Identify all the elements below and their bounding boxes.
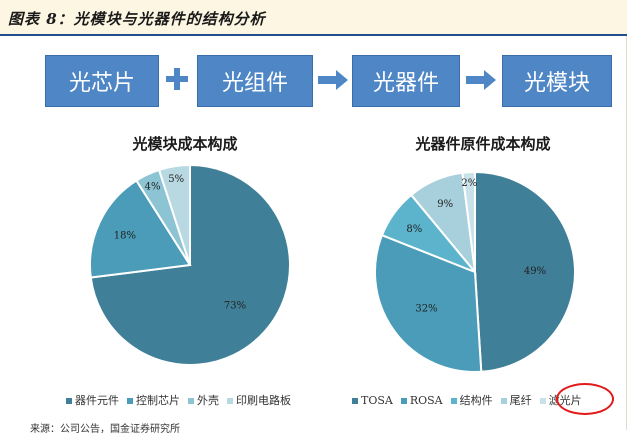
pie-label-尾纤: 9% <box>437 199 453 210</box>
pie-label-TOSA: 49% <box>524 266 546 277</box>
arrow-right-icon <box>318 70 348 90</box>
flow-step-1: 光芯片 <box>45 55 159 107</box>
figure-source: 来源：公司公告，国金证券研究所 <box>30 424 180 435</box>
legend-item: 印刷电路板 <box>227 392 291 408</box>
legend-swatch <box>227 398 233 404</box>
legend-item: 尾纤 <box>500 392 532 408</box>
legend-label: 结构件 <box>459 394 493 407</box>
legend-item: ROSA <box>400 394 443 407</box>
pie-slice-ROSA <box>374 233 483 373</box>
legend-label: 外壳 <box>197 394 219 407</box>
legend-device-cost: TOSA ROSA 结构件 尾纤 滤光片 <box>352 392 590 408</box>
legend-label: ROSA <box>409 394 443 407</box>
pie-label-器件元件: 73% <box>224 301 246 312</box>
pie-slice-滤光片 <box>461 170 476 273</box>
figure-title: 图表 8：光模块与光器件的结构分析 <box>8 10 266 28</box>
legend-swatch <box>500 398 507 404</box>
legend-swatch <box>539 398 546 404</box>
plus-icon <box>166 68 188 90</box>
legend-swatch <box>188 398 194 404</box>
legend-label: 器件元件 <box>75 394 119 407</box>
chart-1-title: 光模块成本构成 <box>132 135 238 153</box>
legend-label: TOSA <box>361 394 393 407</box>
pie-label-印刷电路板: 5% <box>168 174 184 185</box>
legend-item: 外壳 <box>188 392 219 408</box>
legend-item: 结构件 <box>450 392 493 408</box>
legend-item: TOSA <box>352 394 393 407</box>
pie-slice-TOSA <box>474 170 576 373</box>
highlight-circle <box>556 383 614 415</box>
legend-swatch <box>352 398 358 404</box>
figure-title-bar: 图表 8：光模块与光器件的结构分析 <box>0 0 627 36</box>
legend-module-cost: 器件元件 控制芯片 外壳 印刷电路板 <box>66 392 299 408</box>
legend-swatch <box>127 398 133 404</box>
chart-2-title: 光器件原件成本构成 <box>415 135 551 153</box>
legend-swatch <box>400 398 407 404</box>
legend-label: 印刷电路板 <box>236 394 291 407</box>
flow-step-2: 光组件 <box>197 55 313 107</box>
legend-swatch <box>66 398 72 404</box>
pie-chart-module-cost: 73% 18% 4% 5% <box>89 165 291 366</box>
legend-item: 控制芯片 <box>127 392 180 408</box>
pie-slice-控制芯片 <box>89 179 192 279</box>
pie-slice-印刷电路板 <box>157 165 191 266</box>
pie-label-外壳: 4% <box>145 181 161 192</box>
legend-swatch <box>450 398 457 404</box>
legend-label: 尾纤 <box>509 394 532 407</box>
pie-label-滤光片: 2% <box>461 178 477 189</box>
legend-item: 器件元件 <box>66 392 119 408</box>
pie-chart-device-cost: 49% 32% 8% 9% 2% <box>374 170 576 373</box>
pie-label-控制芯片: 18% <box>114 230 136 241</box>
pie-label-结构件: 8% <box>406 224 422 235</box>
pie-label-ROSA: 32% <box>415 303 437 314</box>
arrow-right-icon <box>466 70 496 90</box>
legend-label: 控制芯片 <box>136 394 180 407</box>
flow-step-3: 光器件 <box>352 55 460 107</box>
flow-step-4: 光模块 <box>502 55 612 107</box>
